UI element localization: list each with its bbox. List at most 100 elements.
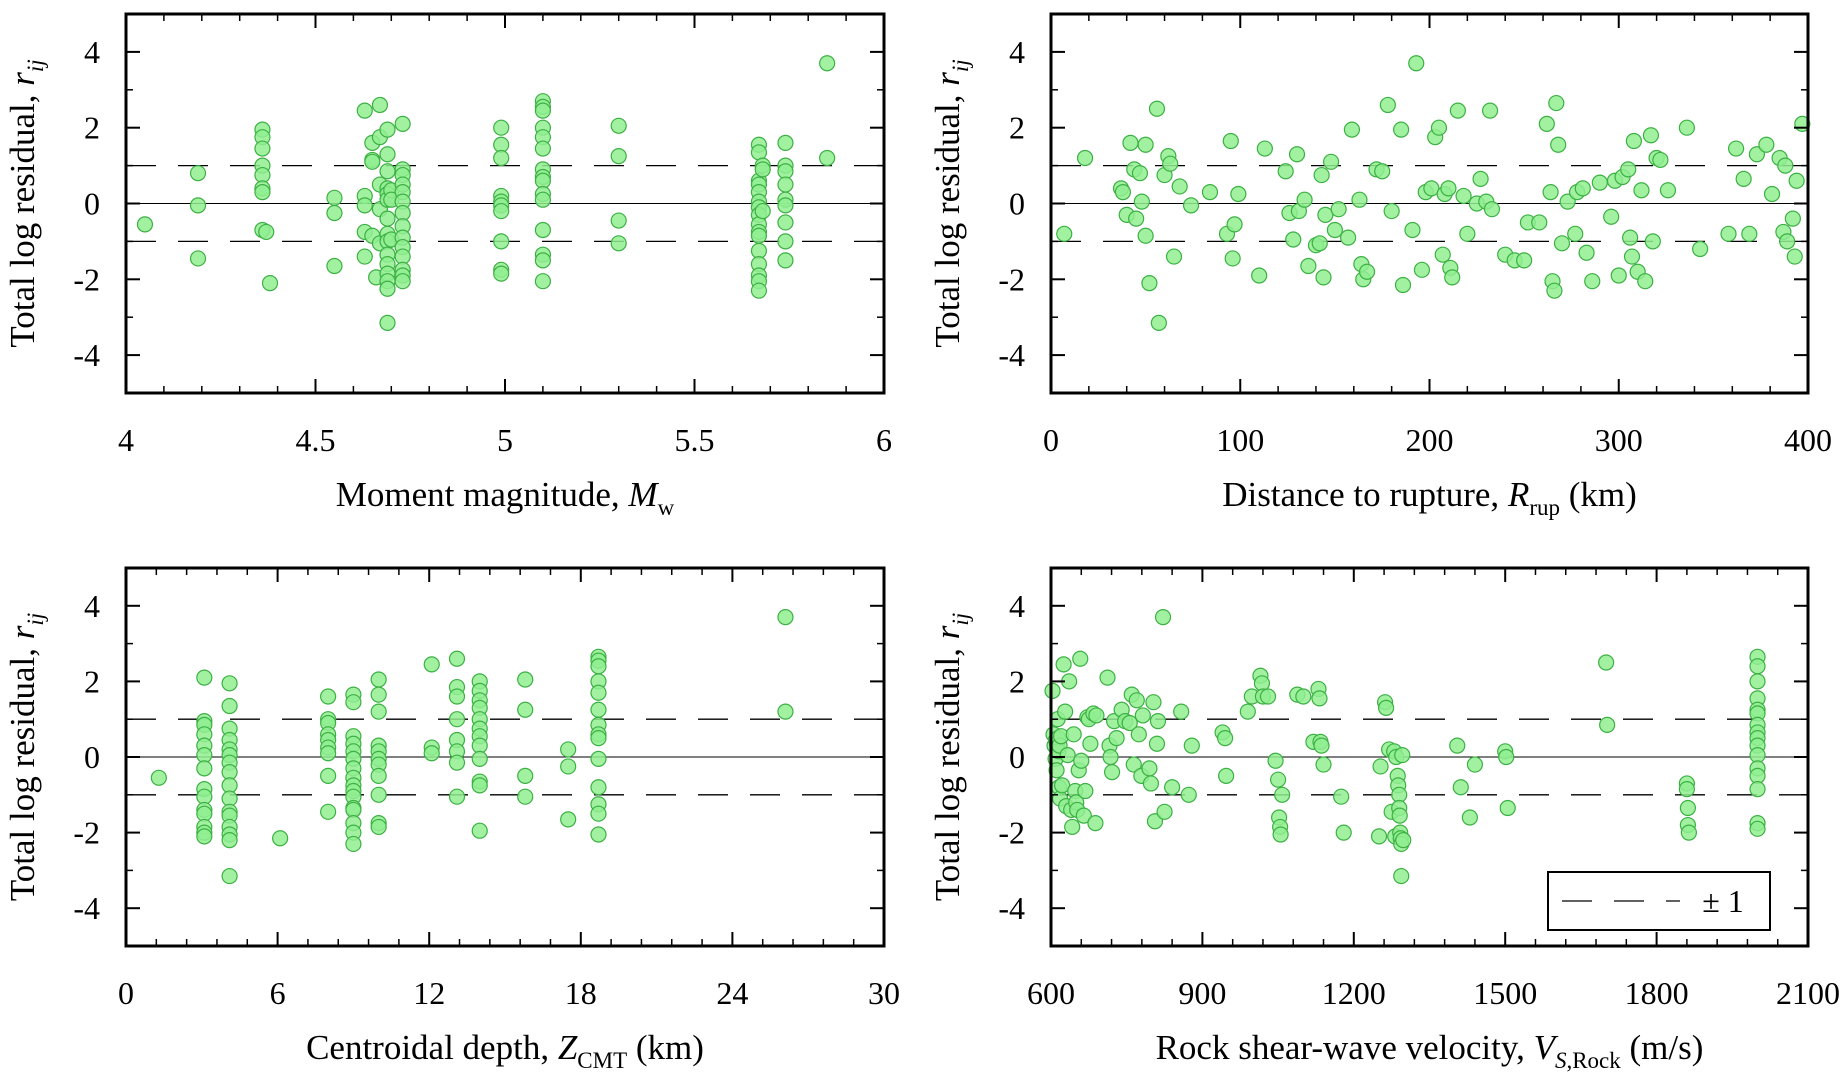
data-point: [272, 830, 289, 847]
data-point: [590, 826, 607, 843]
data-point: [590, 684, 607, 701]
data-point: [221, 832, 238, 849]
data-point: [1591, 174, 1608, 191]
data-point: [1584, 273, 1601, 290]
y-axis-label-symbol: r: [3, 72, 42, 86]
y-tick-label: -4: [73, 337, 100, 373]
data-point: [370, 703, 387, 720]
y-tick-label: 0: [84, 739, 100, 775]
data-point: [1065, 726, 1082, 743]
data-point: [1182, 197, 1200, 214]
data-point: [590, 658, 607, 675]
data-point: [448, 754, 466, 771]
x-tick-label: 5: [497, 422, 513, 458]
data-point: [1499, 799, 1516, 817]
y-tick-label: -4: [998, 890, 1025, 926]
data-points: [1056, 55, 1811, 331]
data-point: [750, 144, 768, 161]
data-point: [1598, 654, 1615, 671]
y-axis-label-symbol: r: [928, 72, 967, 86]
data-point: [1391, 807, 1408, 824]
y-tick-label: 4: [84, 34, 100, 70]
y-tick-label: 2: [1009, 663, 1025, 699]
data-point: [1459, 225, 1476, 242]
data-point: [1358, 263, 1376, 280]
data-point: [1642, 127, 1660, 144]
data-point: [1125, 756, 1142, 773]
data-point: [379, 121, 396, 138]
data-point: [534, 221, 552, 239]
x-tick-label: 18: [565, 975, 597, 1011]
y-tick-label: 4: [1009, 588, 1025, 624]
x-tick-label: 5.5: [675, 422, 715, 458]
data-point: [1165, 248, 1183, 265]
x-tick-label: 30: [868, 975, 900, 1011]
data-point: [394, 115, 411, 133]
data-point: [364, 153, 381, 170]
y-tick-label: -2: [998, 815, 1025, 851]
data-point: [1679, 799, 1696, 817]
data-point: [1048, 762, 1065, 779]
data-point: [1145, 694, 1162, 711]
data-point: [1137, 227, 1154, 244]
data-point: [1393, 121, 1410, 138]
data-point: [1610, 267, 1627, 284]
data-point: [1133, 193, 1150, 210]
data-point: [1340, 229, 1357, 246]
x-axis-label-main: Distance to rupture,: [1222, 475, 1508, 514]
x-tick-label: 6: [270, 975, 286, 1011]
data-point: [534, 252, 552, 269]
data-point: [261, 274, 279, 292]
y-tick-label: 0: [1009, 186, 1025, 222]
data-point: [254, 140, 271, 157]
y-axis-label: Total log residual, rij: [928, 59, 973, 347]
data-point: [379, 280, 396, 297]
panel-4: 600 900 1200 1500 1800 2100 -4 -2 0 2 4 Rock shear-…: [928, 566, 1840, 1073]
y-tick-label: -4: [998, 337, 1025, 373]
data-point: [1408, 55, 1425, 72]
x-axis-label-tail: (km): [1560, 475, 1637, 514]
data-point: [320, 688, 337, 705]
x-tick-label: 1800: [1625, 975, 1689, 1011]
data-point: [1315, 269, 1332, 286]
data-point: [1758, 136, 1775, 153]
data-point: [1538, 115, 1555, 133]
data-point: [777, 609, 794, 626]
data-point: [1481, 102, 1499, 119]
data-point: [1137, 136, 1154, 153]
data-point: [1180, 786, 1197, 803]
data-point: [1623, 248, 1641, 265]
data-point: [1394, 276, 1412, 294]
data-point: [1379, 96, 1396, 114]
data-point: [1455, 187, 1472, 205]
x-axis-label: Moment magnitude, Mw: [336, 475, 675, 520]
data-point: [326, 204, 343, 222]
data-point: [1295, 688, 1312, 705]
x-axis-label-subscript-italic: S: [1555, 1048, 1567, 1073]
data-point: [196, 760, 213, 777]
x-tick-label: 600: [1027, 975, 1075, 1011]
data-point: [590, 779, 607, 796]
data-point: [1749, 673, 1766, 690]
data-point: [448, 788, 466, 805]
y-tick-label: -2: [998, 261, 1025, 297]
data-point: [1082, 735, 1099, 752]
data-point: [1131, 165, 1149, 182]
data-point: [1330, 201, 1347, 218]
data-point: [356, 248, 373, 265]
x-tick-label: 1200: [1322, 975, 1386, 1011]
data-point: [1498, 748, 1515, 766]
data-point: [394, 273, 411, 290]
data-point: [1128, 210, 1145, 227]
data-point: [1542, 184, 1559, 201]
data-point: [1259, 688, 1277, 705]
data-point: [1550, 136, 1567, 153]
data-point: [1678, 781, 1695, 798]
data-point: [1251, 267, 1268, 284]
data-point: [1404, 221, 1421, 239]
data-point: [1073, 752, 1090, 769]
data-point: [1578, 244, 1595, 261]
data-point: [534, 102, 552, 119]
data-point: [590, 805, 607, 822]
